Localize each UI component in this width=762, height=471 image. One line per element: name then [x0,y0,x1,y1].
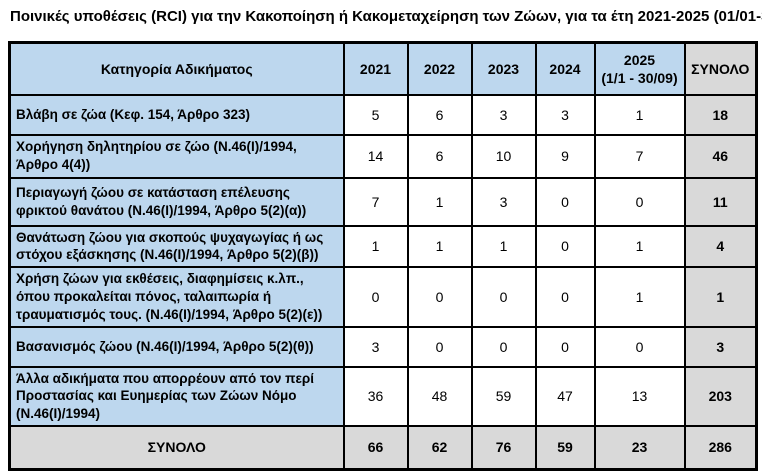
value-cell-2024: 9 [534,133,596,179]
value-cell-2023: 59 [470,365,537,428]
header-2025-year: 2025 [623,51,656,68]
total-row-label: ΣΥΝΟΛΟ [8,425,345,470]
header-2025: 2025 (1/1 - 30/09) [593,41,686,96]
header-row: Κατηγορία Αδικήματος 2021 2022 2023 2024… [8,41,758,96]
value-cell-2022: 0 [406,325,473,368]
table-row: Θανάτωση ζώου για σκοπούς ψυχαγωγίας ή ω… [8,224,758,269]
value-cell-2021: 3 [342,325,409,368]
value-cell-2023: 0 [470,325,537,368]
value-cell-2022: 0 [406,266,473,328]
value-cell-2025: 13 [593,365,686,428]
value-cell-2021: 14 [342,133,409,179]
total-cell-2025: 23 [593,425,686,470]
value-cell-2024: 0 [534,325,596,368]
value-cell-2022: 1 [406,224,473,269]
value-cell-2022: 1 [406,176,473,227]
header-2021: 2021 [342,41,409,96]
value-cell-2023: 1 [470,224,537,269]
table-row: Βλάβη σε ζώα (Κεφ. 154, Άρθρο 323) 5 6 3… [8,93,758,136]
row-total-cell: 11 [683,176,758,227]
value-cell-2021: 0 [342,266,409,328]
value-cell-2025: 1 [593,266,686,328]
page-title: Ποινικές υποθέσεις (RCI) για την Κακοποί… [10,8,762,25]
table-row: Χορήγηση δηλητηρίου σε ζώο (N.46(I)/1994… [8,133,758,179]
value-cell-2022: 48 [406,365,473,428]
header-2022: 2022 [406,41,473,96]
value-cell-2025: 1 [593,93,686,136]
header-2023: 2023 [470,41,537,96]
category-cell: Άλλα αδικήματα που απορρέουν από τον περ… [8,365,345,428]
value-cell-2023: 0 [470,266,537,328]
value-cell-2021: 5 [342,93,409,136]
total-cell-2024: 59 [534,425,596,470]
table-row: Άλλα αδικήματα που απορρέουν από τον περ… [8,365,758,428]
value-cell-2024: 0 [534,266,596,328]
total-row: ΣΥΝΟΛΟ 66 62 76 59 23 286 [8,425,758,470]
row-total-cell: 3 [683,325,758,368]
header-total: ΣΥΝΟΛΟ [683,41,758,96]
table-row: Περιαγωγή ζώου σε κατάσταση επέλευσης φρ… [8,176,758,227]
value-cell-2023: 3 [470,93,537,136]
value-cell-2021: 1 [342,224,409,269]
row-total-cell: 4 [683,224,758,269]
value-cell-2025: 7 [593,133,686,179]
value-cell-2024: 0 [534,176,596,227]
category-cell: Περιαγωγή ζώου σε κατάσταση επέλευσης φρ… [8,176,345,227]
value-cell-2024: 3 [534,93,596,136]
total-cell-2021: 66 [342,425,409,470]
page: Ποινικές υποθέσεις (RCI) για την Κακοποί… [0,8,762,471]
value-cell-2025: 0 [593,176,686,227]
header-2025-range: (1/1 - 30/09) [601,69,678,86]
total-cell-2023: 76 [470,425,537,470]
value-cell-2023: 3 [470,176,537,227]
header-2024: 2024 [534,41,596,96]
row-total-cell: 46 [683,133,758,179]
table-row: Χρήση ζώων για εκθέσεις, διαφημίσεις κ.λ… [8,266,758,328]
category-cell: Χορήγηση δηλητηρίου σε ζώο (N.46(I)/1994… [8,133,345,179]
row-total-cell: 203 [683,365,758,428]
rci-table: Κατηγορία Αδικήματος 2021 2022 2023 2024… [8,41,758,471]
value-cell-2025: 0 [593,325,686,368]
total-cell-2022: 62 [406,425,473,470]
header-category: Κατηγορία Αδικήματος [8,41,345,96]
row-total-cell: 1 [683,266,758,328]
value-cell-2023: 10 [470,133,537,179]
category-cell: Χρήση ζώων για εκθέσεις, διαφημίσεις κ.λ… [8,266,345,328]
value-cell-2022: 6 [406,133,473,179]
value-cell-2024: 0 [534,224,596,269]
category-cell: Θανάτωση ζώου για σκοπούς ψυχαγωγίας ή ω… [8,224,345,269]
category-cell: Βασανισμός ζώου (N.46(I)/1994, Άρθρο 5(2… [8,325,345,368]
table-row: Βασανισμός ζώου (N.46(I)/1994, Άρθρο 5(2… [8,325,758,368]
value-cell-2022: 6 [406,93,473,136]
row-total-cell: 18 [683,93,758,136]
value-cell-2025: 1 [593,224,686,269]
value-cell-2021: 7 [342,176,409,227]
value-cell-2024: 47 [534,365,596,428]
grand-total-cell: 286 [683,425,758,470]
category-cell: Βλάβη σε ζώα (Κεφ. 154, Άρθρο 323) [8,93,345,136]
value-cell-2021: 36 [342,365,409,428]
